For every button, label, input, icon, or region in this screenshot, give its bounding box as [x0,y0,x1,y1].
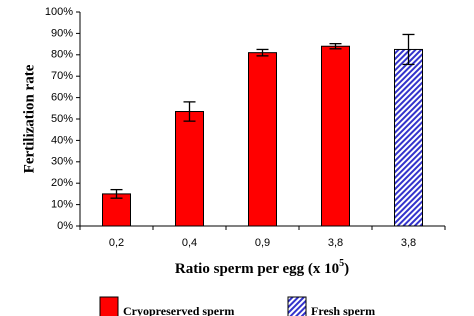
y-tick-label: 60% [51,92,73,104]
x-tick-label: 3,8 [401,237,416,249]
y-axis-label: Fertilization rate [21,64,37,173]
y-tick-label: 50% [51,113,73,125]
y-tick-label: 30% [51,156,73,168]
error-bar [329,43,342,50]
bar [175,111,204,227]
error-bar [110,188,123,199]
x-tick-label: 0,9 [255,237,270,249]
y-tick-label: 80% [51,49,73,61]
y-tick-label: 10% [51,199,73,211]
legend-label: Cryopreserved sperm [123,304,234,316]
y-tick-label: 100% [45,6,73,18]
error-bar [256,48,269,57]
y-tick-label: 90% [51,27,73,39]
x-label-text: Ratio sperm per egg (x 10 [175,261,339,277]
legend-swatch [287,296,307,316]
x-label-superscript: 5 [339,258,344,269]
x-tick-label: 0,2 [109,237,124,249]
x-tick-label: 0,4 [182,237,197,249]
bar [321,45,350,227]
x-tick-label: 3,8 [328,237,343,249]
legend-label: Fresh sperm [311,304,375,316]
y-tick-label: 0% [57,220,73,232]
x-label-suffix: ) [344,261,349,277]
legend-swatch [99,296,119,316]
y-tick-label: 70% [51,70,73,82]
error-bar [183,101,196,122]
error-bar [402,33,415,66]
bar [248,52,277,227]
y-tick-label: 20% [51,177,73,189]
x-axis-label: Ratio sperm per egg (x 105) [175,258,349,277]
bar [394,48,423,227]
y-tick-label: 40% [51,134,73,146]
